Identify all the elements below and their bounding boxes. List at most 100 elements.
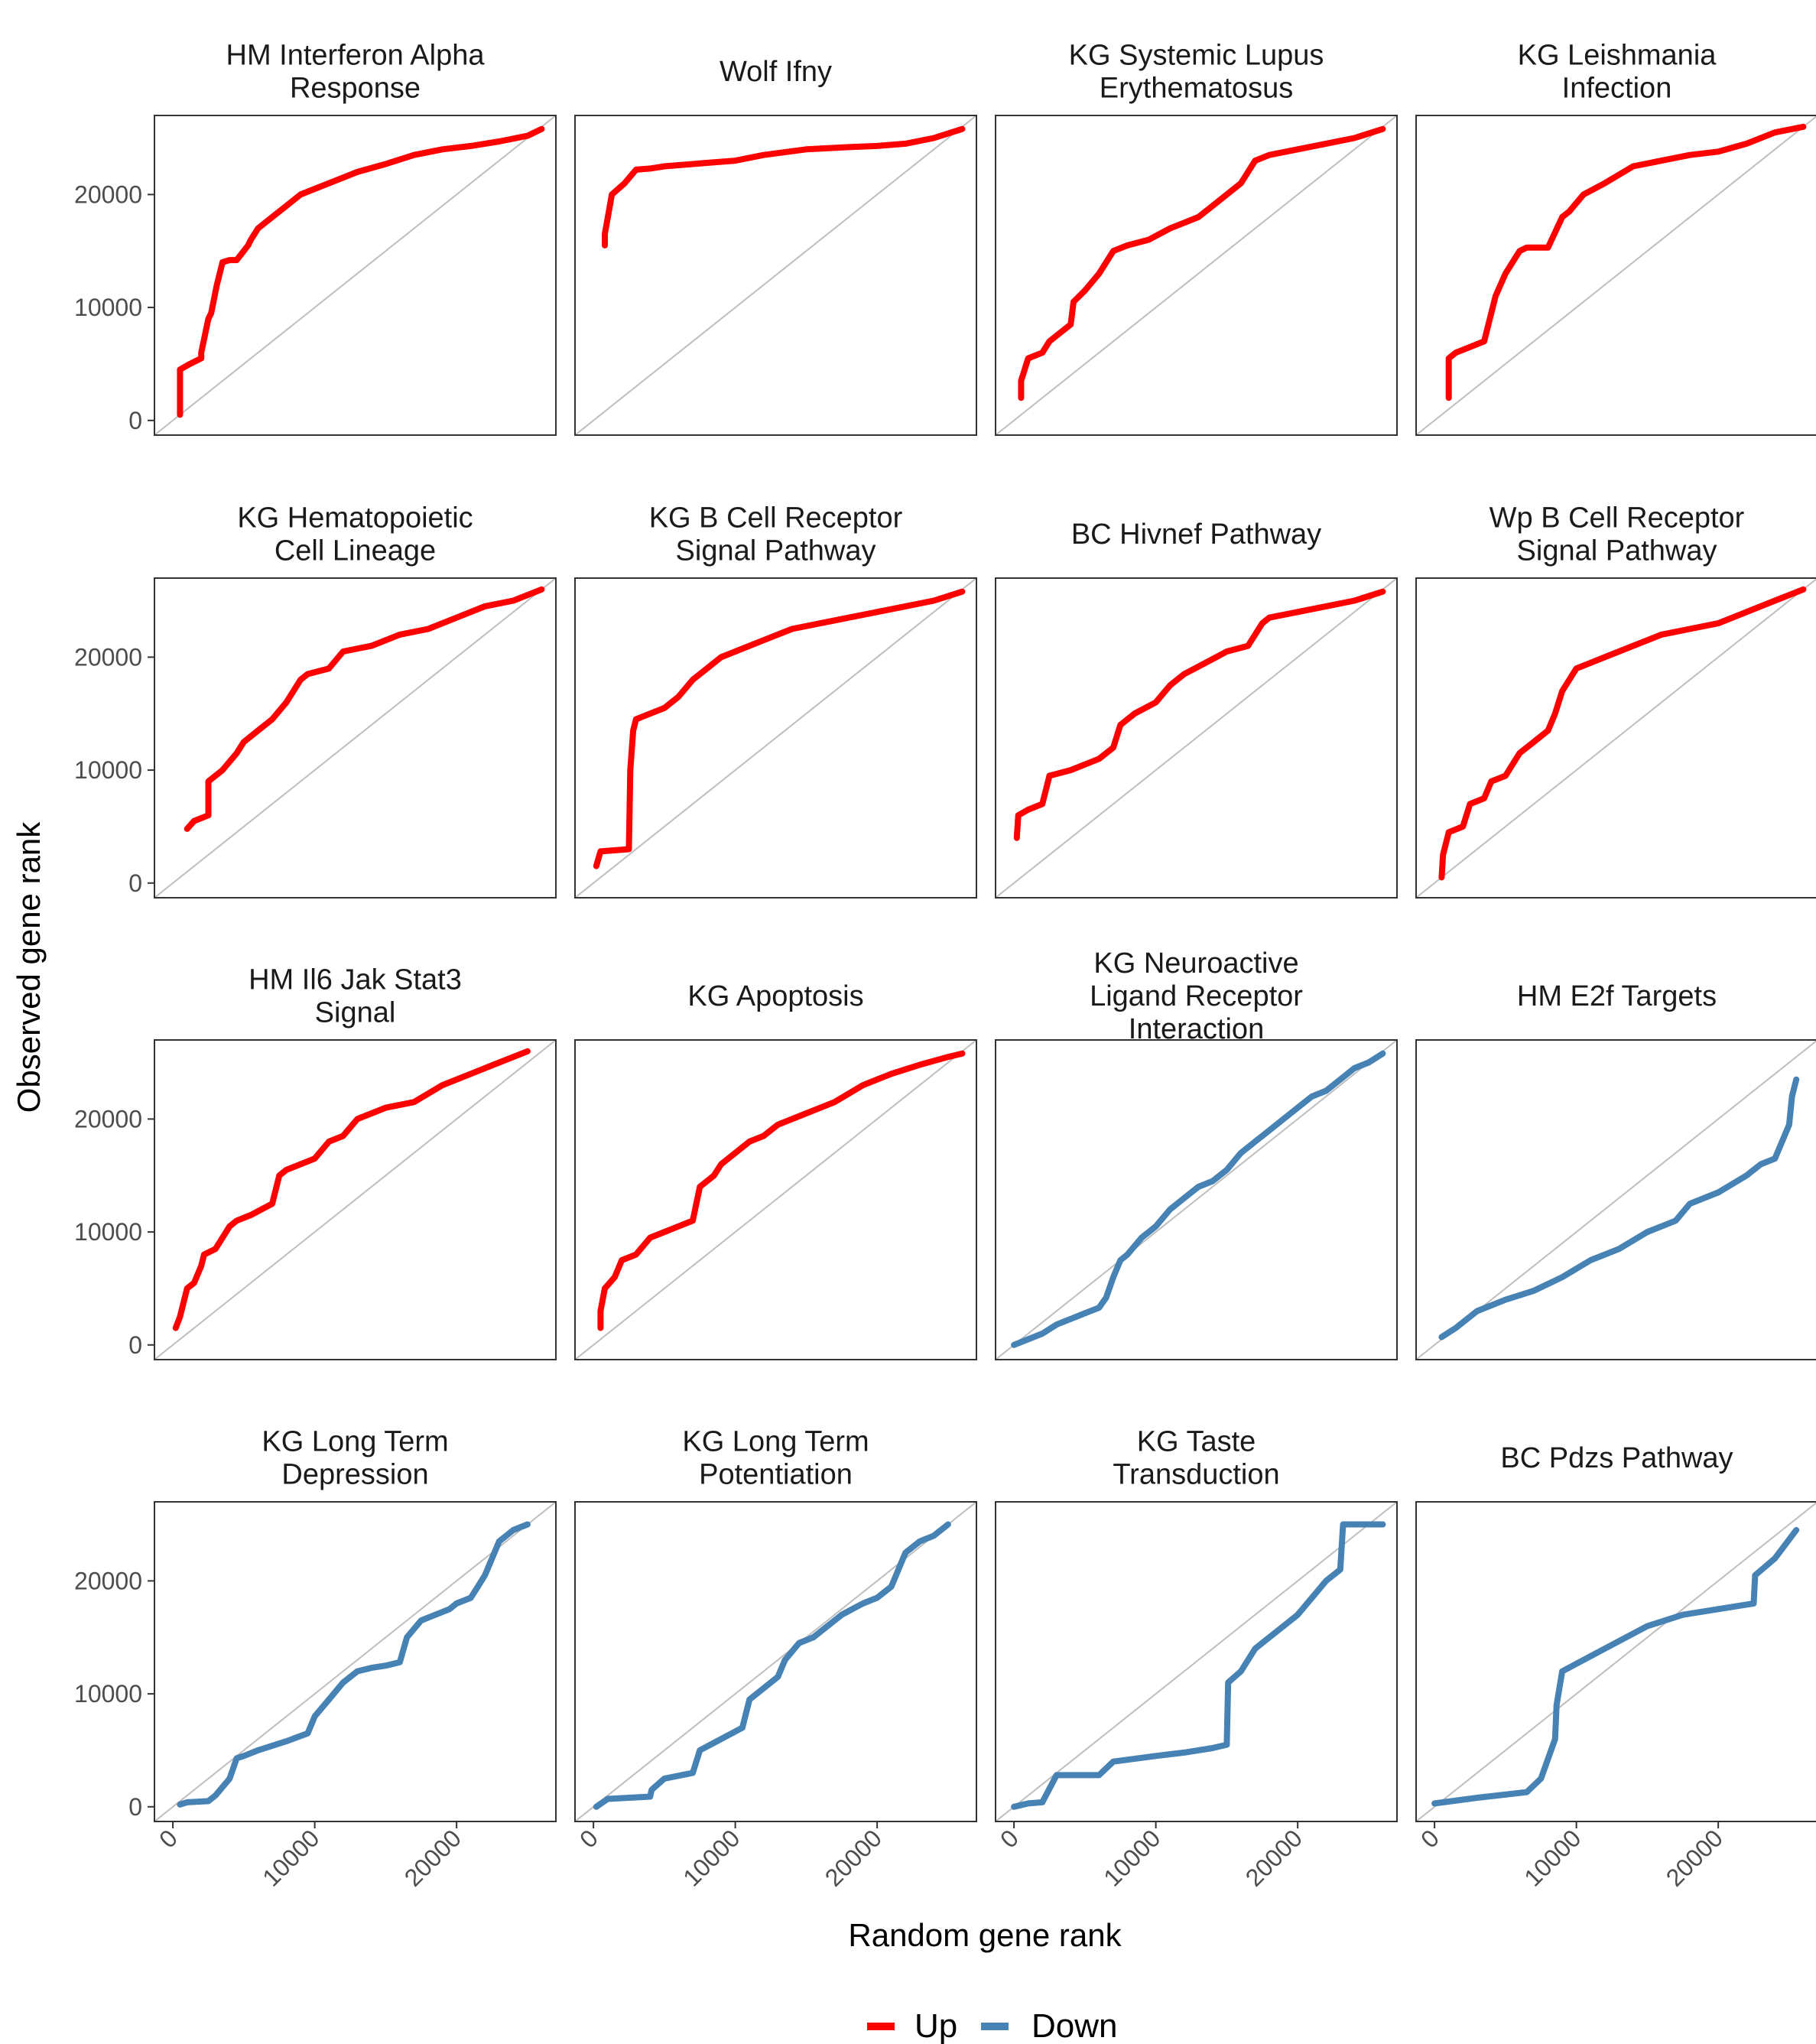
x-tick-label: 0 bbox=[995, 1824, 1024, 1853]
panel-border bbox=[1415, 577, 1816, 899]
facet-title: HM E2f Targets bbox=[1517, 980, 1717, 1012]
reference-diagonal bbox=[154, 115, 557, 436]
reference-diagonal bbox=[574, 115, 977, 436]
panel-border bbox=[574, 1501, 977, 1822]
panel-border bbox=[1415, 115, 1816, 436]
series-line-down bbox=[1011, 1521, 1386, 1810]
facet-panel: BC Pdzs Pathway 0 10000 20000 bbox=[1415, 1442, 1816, 1892]
series-line-down bbox=[593, 1521, 951, 1810]
reference-diagonal bbox=[1415, 115, 1816, 436]
x-tick-label: 0 bbox=[574, 1824, 603, 1853]
series-line-down bbox=[1011, 1050, 1386, 1348]
series-line-up bbox=[1438, 586, 1807, 881]
facet-panel: BC Hivnef Pathway bbox=[995, 518, 1398, 899]
facet-title: Erythematosus bbox=[1100, 73, 1293, 105]
facet-title: Cell Lineage bbox=[275, 535, 436, 567]
facet-title: BC Pdzs Pathway bbox=[1500, 1442, 1733, 1474]
panel-border bbox=[154, 577, 557, 899]
y-tick-label: 0 bbox=[128, 1793, 142, 1821]
facet-title: Potentiation bbox=[699, 1459, 853, 1491]
y-tick-label: 10000 bbox=[74, 294, 142, 321]
facet-title: KG Neuroactive bbox=[1093, 947, 1298, 980]
facet-title: KG Long Term bbox=[262, 1426, 448, 1458]
x-tick-label: 20000 bbox=[1661, 1824, 1728, 1891]
series-line-up bbox=[1013, 588, 1386, 841]
facet-title: KG Leishmania bbox=[1518, 40, 1717, 72]
reference-diagonal bbox=[1415, 1502, 1816, 1822]
y-tick-label: 0 bbox=[128, 1331, 142, 1359]
series-line-up bbox=[1018, 125, 1386, 401]
x-tick-label: 10000 bbox=[1098, 1824, 1165, 1891]
x-tick-label: 10000 bbox=[1519, 1824, 1586, 1891]
y-tick-label: 10000 bbox=[74, 1218, 142, 1246]
y-axis-title: Observed gene rank bbox=[11, 821, 47, 1113]
series-line-down bbox=[1438, 1076, 1800, 1340]
x-tick-label: 0 bbox=[154, 1824, 183, 1853]
y-tick-label: 0 bbox=[128, 869, 142, 897]
facet-panel: KG Apoptosis bbox=[574, 980, 977, 1360]
y-tick-label: 10000 bbox=[74, 756, 142, 784]
reference-diagonal bbox=[574, 577, 977, 899]
panel-border bbox=[154, 1501, 557, 1822]
panel-border bbox=[1415, 1501, 1816, 1822]
panel-border bbox=[154, 115, 557, 436]
facet-title: KG Apoptosis bbox=[687, 980, 863, 1012]
series-line-up bbox=[597, 1050, 966, 1331]
facet-title: Ligand Receptor bbox=[1090, 980, 1303, 1012]
series-line-up bbox=[172, 1048, 531, 1331]
series-line-up bbox=[184, 586, 545, 832]
legend: Up Down bbox=[867, 2007, 1118, 2044]
x-axis-title: Random gene rank bbox=[848, 1917, 1122, 1953]
reference-diagonal bbox=[154, 577, 557, 899]
facet-title: Wolf Ifny bbox=[720, 56, 832, 88]
x-tick-label: 0 bbox=[1415, 1824, 1444, 1853]
reference-diagonal bbox=[995, 577, 1398, 899]
x-tick-label: 10000 bbox=[677, 1824, 745, 1891]
y-tick-label: 0 bbox=[128, 407, 142, 434]
series-line-up bbox=[177, 125, 545, 418]
facet-title: KG Hematopoietic bbox=[237, 502, 473, 535]
reference-diagonal bbox=[574, 1501, 977, 1822]
series-line-up bbox=[602, 125, 966, 249]
facet-title: HM Il6 Jak Stat3 bbox=[249, 964, 462, 996]
facet-title: Signal Pathway bbox=[1517, 535, 1717, 567]
facet-title: BC Hivnef Pathway bbox=[1071, 518, 1321, 551]
panel-border bbox=[574, 1039, 977, 1360]
facet-title: Signal Pathway bbox=[676, 535, 876, 567]
x-tick-label: 20000 bbox=[399, 1824, 466, 1891]
reference-diagonal bbox=[574, 1039, 977, 1360]
y-tick-label: 10000 bbox=[74, 1680, 142, 1708]
y-tick-label: 20000 bbox=[74, 643, 142, 671]
panel-border bbox=[995, 115, 1398, 436]
y-tick-label: 20000 bbox=[74, 1567, 142, 1594]
panel-border bbox=[995, 577, 1398, 899]
x-tick-label: 20000 bbox=[1240, 1824, 1308, 1891]
facet-title: Response bbox=[290, 73, 421, 105]
x-tick-label: 20000 bbox=[820, 1824, 887, 1891]
panel-border bbox=[154, 1039, 557, 1360]
x-tick-label: 10000 bbox=[257, 1824, 324, 1891]
reference-diagonal bbox=[995, 1501, 1398, 1822]
reference-diagonal bbox=[995, 1039, 1398, 1360]
legend-label-down: Down bbox=[1031, 2007, 1118, 2044]
reference-diagonal bbox=[1415, 578, 1816, 899]
facet-title: KG Long Term bbox=[682, 1426, 869, 1458]
facet-title: HM Interferon Alpha bbox=[226, 40, 486, 72]
panel-border bbox=[574, 577, 977, 899]
facet-title: Infection bbox=[1562, 73, 1672, 105]
facet-title: KG Systemic Lupus bbox=[1069, 40, 1324, 72]
panel-border bbox=[995, 1039, 1398, 1360]
series-line-down bbox=[177, 1521, 531, 1808]
legend-label-up: Up bbox=[914, 2007, 957, 2044]
reference-diagonal bbox=[154, 1039, 557, 1360]
